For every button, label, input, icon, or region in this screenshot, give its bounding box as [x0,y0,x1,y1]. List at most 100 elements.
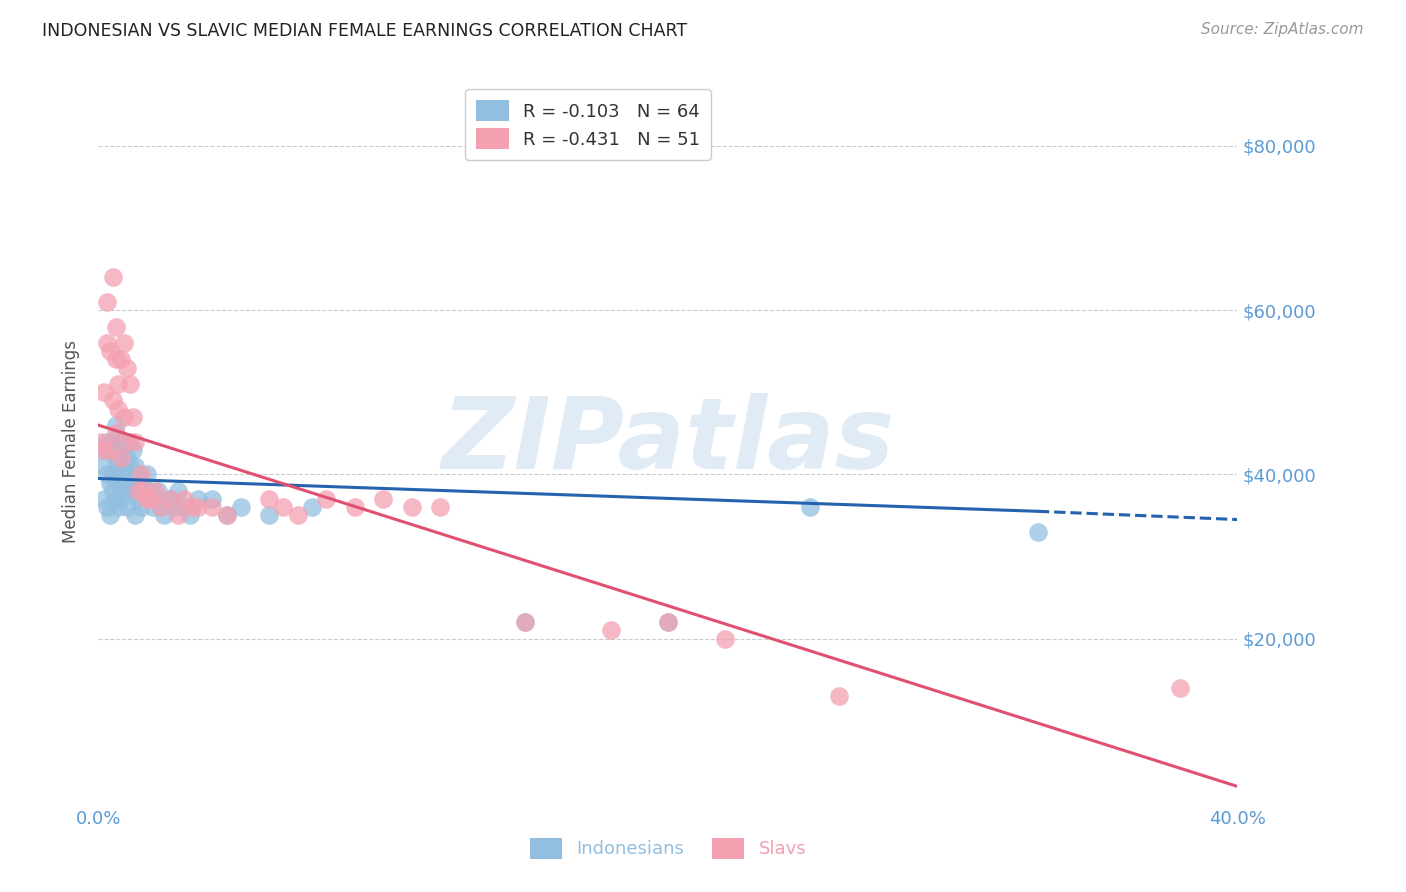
Point [101,483,124,498]
Point [104,418,127,433]
Point [121,409,143,424]
Point [107,377,129,392]
Point [110,352,132,367]
Point [115,360,138,375]
Point [104,352,127,367]
Point [150,500,173,515]
Point [112,336,135,351]
Point [124,483,146,498]
Point [429,500,451,515]
Point [104,450,127,465]
Point [112,483,135,498]
Point [229,500,252,515]
Point [98,442,121,457]
Text: INDONESIAN VS SLAVIC MEDIAN FEMALE EARNINGS CORRELATION CHART: INDONESIAN VS SLAVIC MEDIAN FEMALE EARNI… [42,22,688,40]
Point [96,467,118,482]
Point [96,336,118,351]
Y-axis label: Median Female Earnings: Median Female Earnings [62,340,80,543]
Point [127,467,149,482]
Point [714,632,737,646]
Point [301,500,323,515]
Point [159,491,181,506]
Point [115,475,138,490]
Point [101,270,124,285]
Point [173,491,195,506]
Point [799,500,821,515]
Point [273,500,295,515]
Point [828,689,851,703]
Point [107,475,129,490]
Point [104,319,127,334]
Point [343,500,366,515]
Point [1170,681,1192,695]
Point [145,483,167,498]
Point [101,393,124,408]
Point [148,483,170,498]
Point [107,401,129,416]
Point [259,491,281,506]
Point [215,508,238,523]
Point [259,508,281,523]
Point [165,500,187,515]
Point [515,615,537,630]
Point [118,377,141,392]
Point [93,442,115,457]
Point [167,483,190,498]
Point [93,459,115,474]
Point [135,467,157,482]
Point [121,442,143,457]
Point [93,491,115,506]
Point [657,615,679,630]
Point [515,615,537,630]
Point [215,508,238,523]
Point [101,467,124,482]
Point [107,500,129,515]
Point [121,475,143,490]
Point [179,508,201,523]
Point [101,434,124,449]
Point [181,500,204,515]
Point [110,442,132,457]
Point [173,500,195,515]
Point [129,467,152,482]
Point [104,491,127,506]
Point [115,500,138,515]
Point [187,491,209,506]
Point [115,450,138,465]
Text: Source: ZipAtlas.com: Source: ZipAtlas.com [1201,22,1364,37]
Point [90,434,112,449]
Text: ZIPatlas: ZIPatlas [441,393,894,490]
Point [657,615,679,630]
Point [373,491,395,506]
Point [110,450,132,465]
Point [107,434,129,449]
Point [90,442,112,457]
Point [124,508,146,523]
Point [124,434,146,449]
Point [201,500,224,515]
Point [104,467,127,482]
Point [115,434,138,449]
Point [112,434,135,449]
Point [112,409,135,424]
Point [110,491,132,506]
Point [315,491,337,506]
Point [98,475,121,490]
Point [98,344,121,359]
Point [153,508,176,523]
Point [129,475,152,490]
Point [127,483,149,498]
Point [132,483,155,498]
Point [135,491,157,506]
Point [187,500,209,515]
Point [287,508,309,523]
Point [96,434,118,449]
Point [1026,524,1049,539]
Point [118,434,141,449]
Point [110,467,132,482]
Point [159,491,181,506]
Point [96,295,118,310]
Point [107,450,129,465]
Point [150,500,173,515]
Point [138,491,160,506]
